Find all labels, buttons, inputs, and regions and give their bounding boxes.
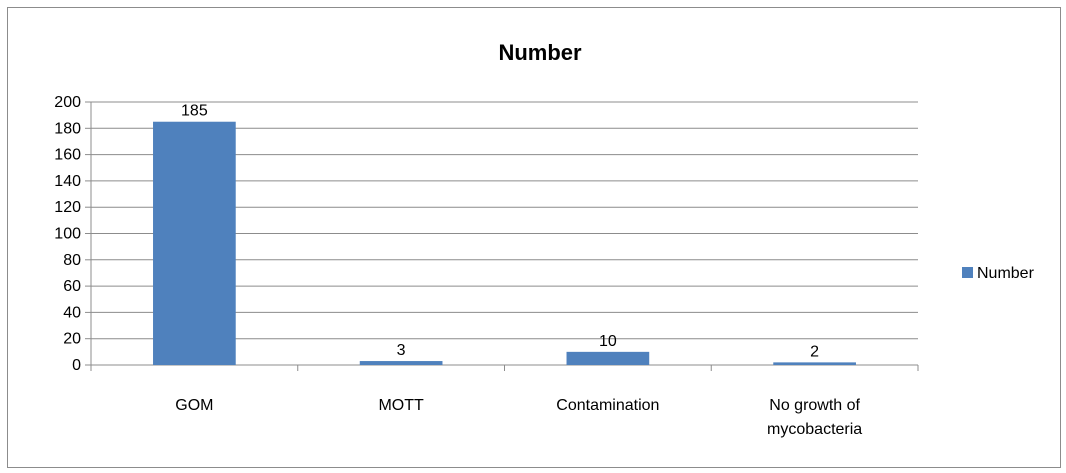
x-category-label: GOM <box>175 397 213 414</box>
data-label: 2 <box>810 343 819 360</box>
legend-label: Number <box>977 265 1035 282</box>
x-category-label: No growth of mycobacteria <box>767 397 862 438</box>
y-tick-label: 200 <box>54 94 81 111</box>
bar-no-growth-of-mycobacteria <box>773 362 856 365</box>
bar-mott <box>359 361 443 365</box>
labels: 0 20 40 60 80 100 120 140 160 180 200 185 GOM 3 MOTT 10… <box>54 94 862 438</box>
y-tick-label: 40 <box>63 304 81 321</box>
legend-swatch <box>962 267 973 278</box>
bars <box>153 121 856 365</box>
bar-gom <box>153 121 236 365</box>
y-tick-label: 60 <box>63 278 81 295</box>
chart-title: Number <box>498 40 582 65</box>
y-tick-label: 20 <box>63 331 81 348</box>
y-tick-label: 140 <box>54 173 81 190</box>
y-tick-label: 180 <box>54 120 81 137</box>
y-tick-label: 160 <box>54 147 81 164</box>
bar-contamination <box>566 351 650 365</box>
y-tick-label: 120 <box>54 199 81 216</box>
x-category-label: MOTT <box>378 397 424 414</box>
y-tick-label: 100 <box>54 226 81 243</box>
data-label: 185 <box>181 103 208 120</box>
legend: Number <box>962 265 1035 282</box>
data-label: 10 <box>599 333 617 350</box>
y-tick-label: 0 <box>72 357 81 374</box>
y-tick-label: 80 <box>63 252 81 269</box>
data-label: 3 <box>397 342 406 359</box>
x-category-label: Contamination <box>556 397 659 414</box>
